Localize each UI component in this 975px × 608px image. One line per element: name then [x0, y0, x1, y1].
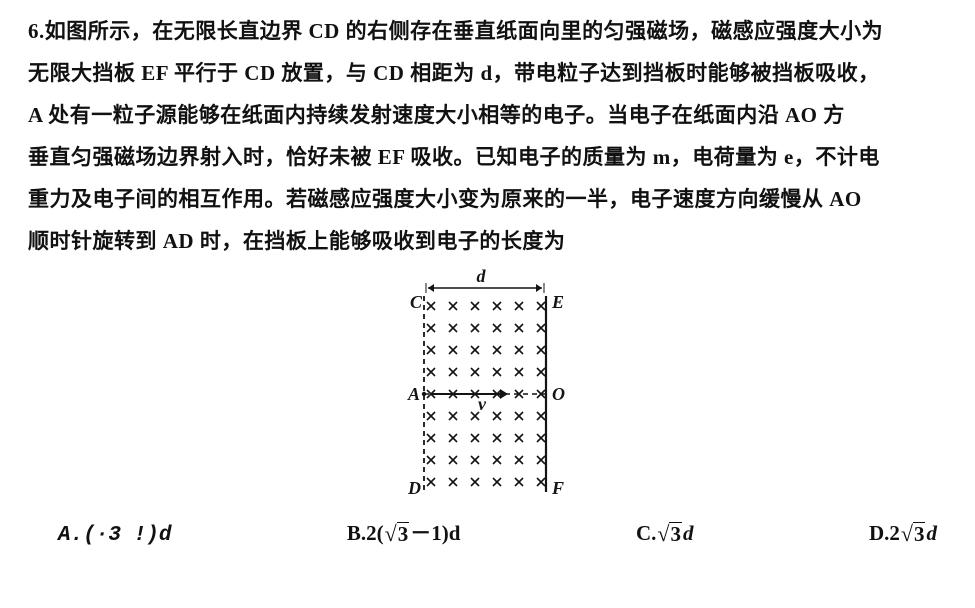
stem-line-3: 垂直匀强磁场边界射入时，恰好未被 EF 吸收。已知电子的质量为 m，电荷量为 e…	[28, 145, 880, 169]
option-a-label: A.(·3 !)d	[58, 524, 171, 547]
svg-text:F: F	[551, 478, 564, 498]
svg-text:O: O	[552, 384, 565, 404]
opt-b-pre: B.2(	[347, 521, 384, 546]
svg-text:d: d	[476, 266, 486, 286]
opt-d-suf: d	[926, 521, 937, 546]
svg-text:E: E	[551, 292, 564, 312]
question-number: 6.	[28, 10, 45, 52]
option-d: D.2 √3 d	[869, 521, 937, 546]
option-a: A.(·3 !)d	[58, 524, 171, 547]
option-c: C. √3 d	[636, 521, 694, 546]
sqrt-icon: √3	[385, 522, 410, 546]
opt-d-pre: D.2	[869, 521, 900, 546]
opt-b-suf: －1)d	[410, 517, 460, 547]
page: 6.如图所示，在无限长直边界 CD 的右侧存在垂直纸面向里的匀强磁场，磁感应强度…	[0, 0, 975, 547]
stem-line-4: 重力及电子间的相互作用。若磁感应强度大小变为原来的一半，电子速度方向缓慢从 AO	[28, 187, 862, 211]
stem-line-0: 如图所示，在无限长直边界 CD 的右侧存在垂直纸面向里的匀强磁场，磁感应强度大小…	[45, 19, 883, 43]
opt-c-pre: C.	[636, 521, 656, 546]
stem-line-1: 无限大挡板 EF 平行于 CD 放置，与 CD 相距为 d，带电粒子达到挡板时能…	[28, 61, 880, 85]
figure: d C E A O D Fv	[28, 264, 947, 509]
stem-line-5: 顺时针旋转到 AD 时，在挡板上能够吸收到电子的长度为	[28, 229, 565, 253]
option-b: B.2( √3 －1)d	[347, 517, 461, 547]
question-stem: 6.如图所示，在无限长直边界 CD 的右侧存在垂直纸面向里的匀强磁场，磁感应强度…	[28, 10, 947, 262]
svg-text:A: A	[407, 384, 420, 404]
svg-text:v: v	[478, 394, 487, 414]
diagram-svg: d C E A O D Fv	[378, 264, 598, 504]
sqrt-icon: √3	[901, 522, 926, 546]
sqrt-icon: √3	[657, 522, 682, 546]
opt-c-suf: d	[683, 521, 694, 546]
svg-text:C: C	[410, 292, 423, 312]
options-row: A.(·3 !)d B.2( √3 －1)d C. √3 d D.2 √3 d	[28, 517, 947, 547]
svg-text:D: D	[407, 478, 421, 498]
stem-line-2: A 处有一粒子源能够在纸面内持续发射速度大小相等的电子。当电子在纸面内沿 AO …	[28, 103, 845, 127]
